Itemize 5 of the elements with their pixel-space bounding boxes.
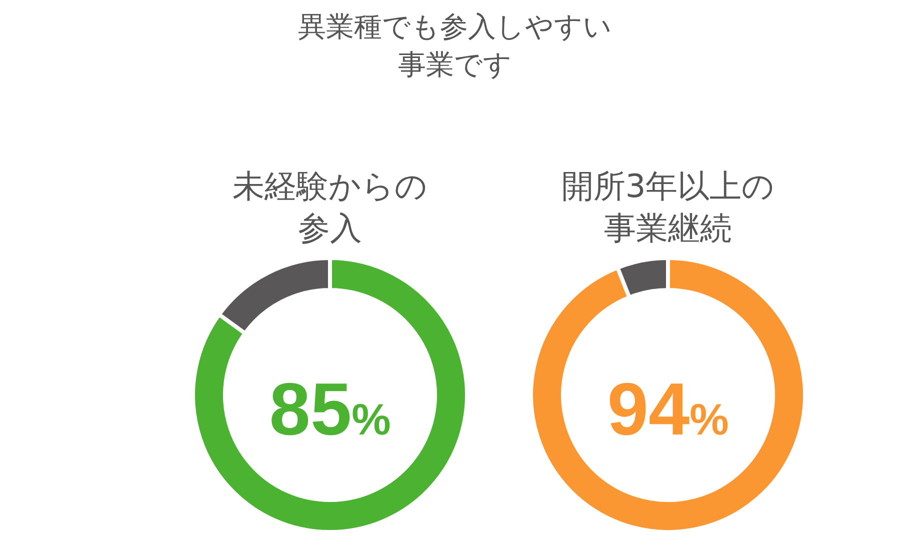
data-label: 94% — [607, 368, 729, 450]
chart-title: 未経験からの参入 — [232, 167, 428, 247]
text: 異業種でも参入しやすい事業です — [297, 9, 613, 83]
chart-title: 開所3年以上の事業継続 — [561, 167, 775, 247]
data-label: 85% — [269, 368, 391, 450]
